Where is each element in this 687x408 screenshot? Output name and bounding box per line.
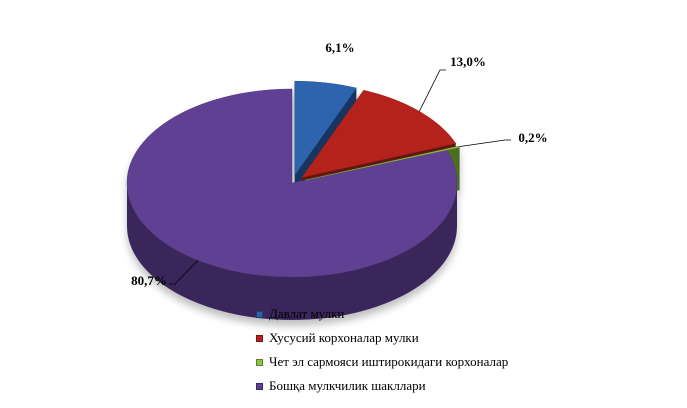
legend-swatch [256,334,263,342]
legend-swatch [256,382,263,390]
pie-slice [305,145,461,181]
legend-item: Хусусий корхоналар мулки [256,326,508,350]
pie-slice-side [127,183,457,320]
legend-item: Чет эл сармояси иштирокидаги корхоналар [256,350,508,374]
pie-slice [126,88,458,278]
data-label: 80,7% [131,273,167,288]
data-label: 0,2% [518,130,547,145]
leader-line [169,259,199,285]
legend-label: Давлат мулки [269,306,345,321]
legend-item: Давлат мулки [256,302,508,326]
leader-line [459,139,511,148]
leader-line [419,69,446,112]
data-label: 13,0% [450,54,486,69]
legend-swatch [256,358,263,366]
legend-label: Бошқа мулкчилик шакллари [269,378,426,393]
legend: Давлат мулки Хусусий корхоналар мулки Че… [256,302,508,398]
data-label: 6,1% [325,40,354,55]
legend-label: Чет эл сармояси иштирокидаги корхоналар [269,354,509,369]
legend-swatch [256,310,263,318]
pie-slice [294,80,357,176]
pie-slice [301,89,457,178]
legend-label: Хусусий корхоналар мулки [269,330,419,345]
legend-item: Бошқа мулкчилик шакллари [256,374,508,398]
